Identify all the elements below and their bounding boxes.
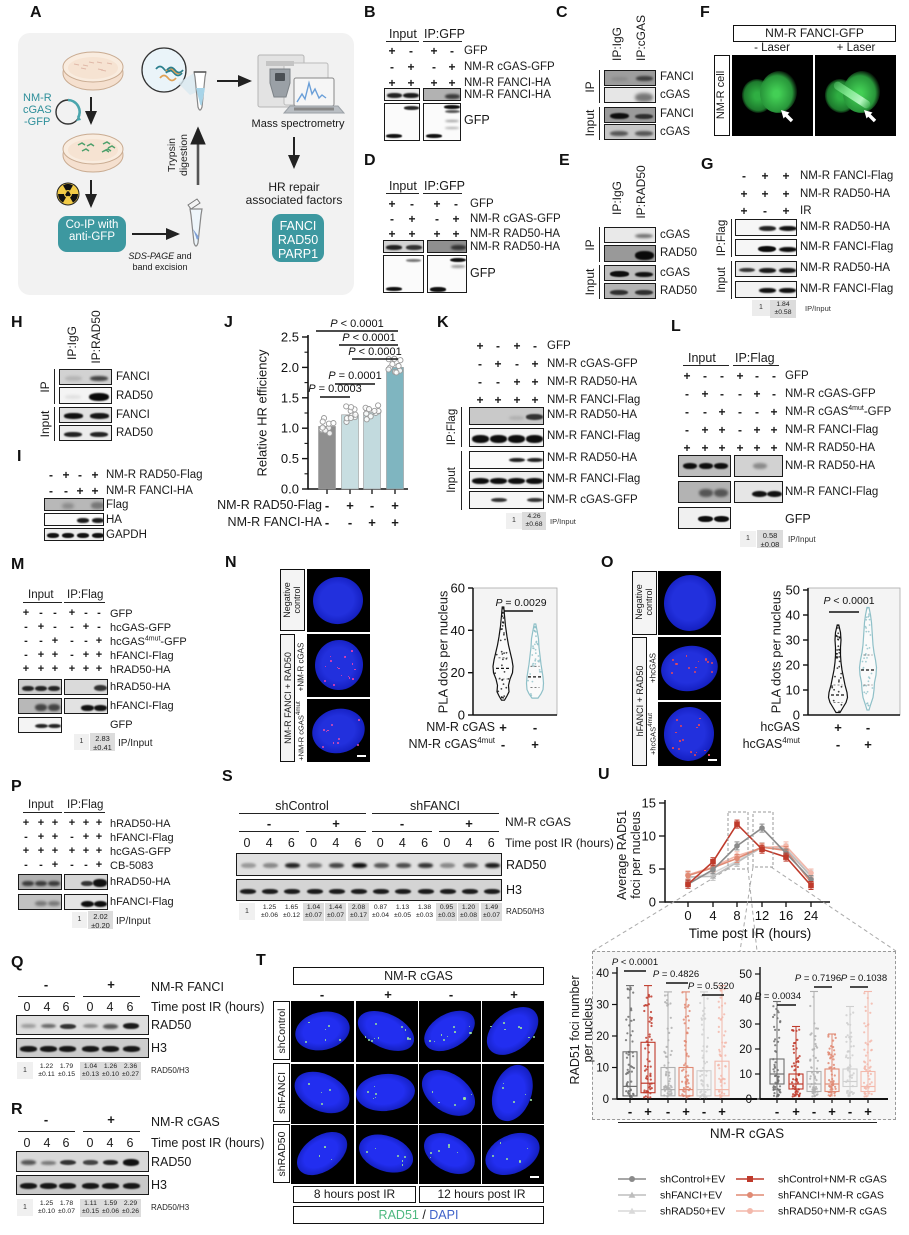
svg-text:P < 0.0001: P < 0.0001: [330, 318, 384, 330]
svg-text:-: -: [812, 1104, 816, 1119]
svg-text:shRAD50+NM-R cGAS: shRAD50+NM-R cGAS: [778, 1206, 887, 1218]
svg-text:+: +: [828, 1104, 836, 1119]
svg-text:10: 10: [642, 829, 656, 844]
svg-text:shRAD50+EV: shRAD50+EV: [660, 1206, 725, 1218]
svg-text:0: 0: [603, 1094, 609, 1106]
svg-text:60: 60: [451, 581, 465, 596]
svg-text:+: +: [864, 1104, 872, 1119]
svg-text:+: +: [718, 1104, 726, 1119]
svg-text:shControl+NM-R cGAS: shControl+NM-R cGAS: [778, 1174, 887, 1186]
svg-text:10: 10: [739, 1069, 752, 1081]
svg-text:P < 0.0001: P < 0.0001: [342, 332, 396, 344]
svg-text:P = 0.0001: P = 0.0001: [328, 370, 382, 382]
svg-text:0.5: 0.5: [281, 451, 299, 466]
svg-text:P = 0.0034: P = 0.0034: [755, 991, 801, 1002]
svg-text:P < 0.0001: P < 0.0001: [348, 346, 402, 358]
svg-text:15: 15: [642, 796, 656, 811]
svg-text:P = 0.0003: P = 0.0003: [308, 383, 362, 395]
svg-text:0: 0: [793, 708, 800, 723]
svg-text:shFANCI+NM-R cGAS: shFANCI+NM-R cGAS: [778, 1190, 884, 1202]
svg-text:-: -: [702, 1104, 706, 1119]
svg-text:-: -: [775, 1104, 779, 1119]
svg-text:1.0: 1.0: [281, 421, 299, 436]
svg-text:+: +: [644, 1104, 652, 1119]
svg-text:P = 0.0029: P = 0.0029: [495, 597, 546, 609]
svg-text:shFANCI+EV: shFANCI+EV: [660, 1190, 722, 1202]
svg-text:30: 30: [786, 633, 800, 648]
svg-text:1.5: 1.5: [281, 390, 299, 405]
svg-text:-: -: [848, 1104, 852, 1119]
svg-text:16: 16: [779, 908, 793, 923]
svg-text:10: 10: [596, 1063, 609, 1075]
svg-text:P = 0.4826: P = 0.4826: [653, 969, 699, 980]
svg-text:2.5: 2.5: [281, 330, 299, 345]
svg-text:8: 8: [733, 908, 740, 923]
svg-text:50: 50: [739, 969, 752, 981]
svg-text:+: +: [682, 1104, 690, 1119]
svg-text:0.0: 0.0: [281, 482, 299, 497]
svg-text:0: 0: [458, 708, 465, 723]
svg-text:40: 40: [451, 623, 465, 638]
svg-text:0: 0: [746, 1094, 752, 1106]
svg-text:50: 50: [786, 583, 800, 598]
svg-text:shControl+EV: shControl+EV: [660, 1174, 725, 1186]
svg-text:4: 4: [709, 908, 716, 923]
svg-text:30: 30: [596, 1000, 609, 1012]
svg-text:20: 20: [739, 1044, 752, 1056]
svg-text:P < 0.0001: P < 0.0001: [612, 957, 658, 968]
svg-text:-: -: [628, 1104, 632, 1119]
svg-text:P < 0.0001: P < 0.0001: [823, 595, 874, 607]
svg-text:-: -: [666, 1104, 670, 1119]
svg-text:20: 20: [451, 665, 465, 680]
svg-text:Time post IR (hours): Time post IR (hours): [689, 926, 812, 941]
svg-text:2.0: 2.0: [281, 360, 299, 375]
svg-text:24: 24: [804, 908, 818, 923]
svg-text:10: 10: [786, 683, 800, 698]
svg-text:30: 30: [739, 1019, 752, 1031]
svg-text:20: 20: [786, 658, 800, 673]
svg-text:0: 0: [684, 908, 691, 923]
svg-text:12: 12: [755, 908, 769, 923]
svg-text:+: +: [792, 1104, 800, 1119]
svg-text:5: 5: [649, 862, 656, 877]
svg-text:P = 0.5320: P = 0.5320: [688, 981, 734, 992]
svg-text:P = 0.7196: P = 0.7196: [795, 973, 841, 984]
svg-text:20: 20: [596, 1031, 609, 1043]
svg-text:P = 0.1038: P = 0.1038: [841, 973, 887, 984]
svg-text:0: 0: [649, 895, 656, 910]
svg-text:40: 40: [739, 994, 752, 1006]
svg-text:40: 40: [786, 608, 800, 623]
svg-text:40: 40: [596, 968, 609, 980]
